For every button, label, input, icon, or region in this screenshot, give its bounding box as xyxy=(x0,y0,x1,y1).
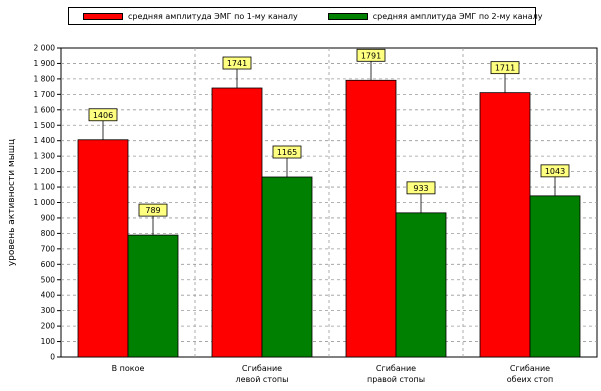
y-tick-label: 1 900 xyxy=(34,59,56,68)
data-label: 789 xyxy=(145,206,160,215)
legend-item-channel-1: средняя амплитуда ЭМГ по 1-му каналу xyxy=(83,12,298,21)
bar-channel-2 xyxy=(395,212,447,358)
bar-channel-2 xyxy=(127,234,179,358)
x-tick-label: В покое xyxy=(112,364,145,373)
x-tick-label: левой стопы xyxy=(236,375,289,384)
chart-legend: средняя амплитуда ЭМГ по 1-му каналу сре… xyxy=(68,7,543,25)
legend-label-channel-1: средняя амплитуда ЭМГ по 1-му каналу xyxy=(128,11,298,21)
y-tick-label: 100 xyxy=(41,337,56,346)
y-tick-label: 600 xyxy=(41,260,56,269)
bar-channel-1 xyxy=(479,92,531,358)
data-label: 1791 xyxy=(361,51,381,60)
data-label-box xyxy=(540,164,570,178)
data-label: 1165 xyxy=(277,148,297,157)
y-tick-label: 1 700 xyxy=(34,90,56,99)
x-tick-label: обеих стоп xyxy=(507,375,553,384)
bar-channel-1 xyxy=(345,79,397,358)
y-tick-label: 1 500 xyxy=(34,121,56,130)
data-label-box xyxy=(406,181,436,195)
y-tick-label: 1 000 xyxy=(34,198,56,207)
y-tick-label: 1 100 xyxy=(34,183,56,192)
data-label-box xyxy=(88,108,118,122)
y-tick-label: 1 300 xyxy=(34,152,56,161)
legend-swatch-channel-1 xyxy=(83,12,123,20)
data-label: 1741 xyxy=(227,59,247,68)
data-label-box xyxy=(138,203,168,217)
bar-channel-2 xyxy=(529,195,581,358)
x-tick-label: Сгибание xyxy=(510,364,550,373)
y-tick-label: 500 xyxy=(41,275,56,284)
y-tick-label: 900 xyxy=(41,213,56,222)
data-label: 1711 xyxy=(495,64,515,73)
data-label: 1406 xyxy=(93,111,113,120)
x-tick-label: Сгибание xyxy=(376,364,416,373)
y-tick-label: 800 xyxy=(41,229,56,238)
data-label: 933 xyxy=(413,184,428,193)
bar-channel-1 xyxy=(77,139,129,358)
data-label: 1043 xyxy=(545,167,565,176)
y-tick-label: 2 000 xyxy=(34,44,56,53)
y-tick-label: 700 xyxy=(41,244,56,253)
data-label-box xyxy=(356,48,386,62)
data-label-box xyxy=(490,61,520,75)
y-tick-label: 0 xyxy=(50,353,55,362)
legend-item-channel-2: средняя амплитуда ЭМГ по 2-му каналу xyxy=(327,11,543,21)
y-axis-label: уровень активности мышц xyxy=(7,139,17,266)
x-tick-label: Сгибание xyxy=(242,364,282,373)
bar-channel-1 xyxy=(211,87,263,358)
legend-label-channel-2: средняя амплитуда ЭМГ по 2-му каналу xyxy=(372,11,543,21)
y-tick-label: 300 xyxy=(41,306,56,315)
y-tick-label: 400 xyxy=(41,291,56,300)
data-label-box xyxy=(222,56,252,70)
y-tick-label: 1 200 xyxy=(34,167,56,176)
data-label-box xyxy=(272,145,302,159)
y-tick-label: 1 400 xyxy=(34,136,56,145)
y-tick-label: 1 600 xyxy=(34,105,56,114)
x-tick-label: правой стопы xyxy=(367,375,425,384)
y-tick-label: 1 800 xyxy=(34,74,56,83)
legend-swatch-channel-2 xyxy=(327,12,368,20)
y-tick-label: 200 xyxy=(41,322,56,331)
bar-channel-2 xyxy=(261,176,313,358)
